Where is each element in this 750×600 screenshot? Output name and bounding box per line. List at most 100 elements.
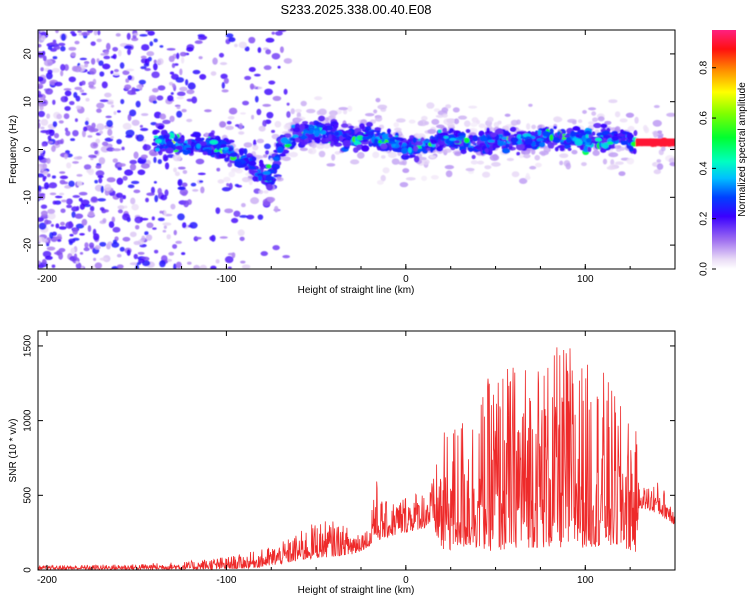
spectrogram-cell	[160, 129, 167, 136]
spectrogram-cell	[99, 71, 105, 77]
spectrogram-cell	[372, 151, 380, 159]
spectrogram-cell	[162, 154, 168, 162]
spectrogram-cell	[538, 125, 543, 129]
spectrogram-cell	[554, 146, 559, 152]
spectrogram-cell	[72, 129, 79, 137]
spectrogram-cell	[157, 85, 166, 91]
spectrogram-cell	[657, 130, 663, 134]
spectrogram-cell	[101, 141, 109, 147]
spectrogram-cell	[64, 153, 68, 160]
spectrogram-cell	[470, 160, 478, 165]
spectrogram-cell	[476, 160, 485, 165]
spectrogram-cell	[98, 177, 103, 184]
spectrogram-cell	[431, 118, 440, 125]
spectrogram-cell	[652, 119, 662, 127]
spectrogram-cell	[151, 71, 160, 79]
spectrogram-cell	[503, 131, 511, 137]
spectrogram-cell	[417, 156, 427, 161]
spectrogram-cell	[435, 114, 444, 118]
snr-y-tick-label: 1000	[23, 409, 34, 432]
spectrogram-cell	[122, 122, 132, 130]
spectrogram-cell	[356, 144, 362, 151]
spectrogram-cell	[402, 168, 410, 174]
spectrogram-cell	[141, 235, 146, 242]
spectrogram-cell	[236, 184, 243, 188]
spectrogram-cell	[490, 132, 497, 138]
spectrogram-cell	[252, 175, 258, 182]
spectrogram-ridge-end	[635, 138, 675, 147]
spectrogram-cell	[55, 30, 59, 34]
spectrogram-cell	[150, 186, 155, 194]
spectrogram-cell	[113, 72, 120, 76]
spectrogram-cell	[572, 126, 581, 131]
spectrogram-cell	[81, 31, 90, 36]
colorbar-tick-label: 0.0	[699, 262, 710, 276]
spectrogram-cell	[65, 130, 71, 137]
spectrogram-cell	[608, 99, 618, 104]
spectrogram-cell	[393, 136, 401, 141]
spectrogram-cell	[79, 89, 85, 93]
spectrogram-cell	[216, 167, 221, 172]
spectrogram-cell	[400, 154, 410, 160]
spectrogram-cell	[445, 170, 453, 178]
spectrogram-cell	[224, 208, 234, 214]
spectrogram-y-tick-label: -10	[23, 190, 34, 205]
spectrogram-cell	[168, 251, 175, 256]
spectrogram-cell	[98, 60, 104, 66]
spectrogram-cell	[100, 145, 110, 153]
spectrogram-cell	[40, 130, 49, 134]
spectrogram-cell	[531, 124, 537, 130]
spectrogram-cell	[95, 170, 105, 177]
spectrogram-cell	[40, 118, 49, 126]
spectrogram-cell	[160, 194, 168, 201]
spectrogram-cell	[510, 137, 519, 143]
spectrogram-cell	[68, 46, 77, 51]
spectrogram-cell	[60, 33, 66, 41]
spectrogram-cell	[510, 119, 519, 126]
spectrogram-cell	[225, 125, 234, 131]
spectrogram-cell	[40, 35, 46, 41]
spectrogram-cell	[653, 130, 659, 138]
spectrogram-cell	[84, 120, 89, 126]
spectrogram-cell	[230, 217, 239, 224]
spectrogram-cell	[278, 153, 287, 157]
spectrogram-cell	[47, 208, 56, 214]
spectrogram-cell	[587, 146, 592, 153]
spectrogram-cell	[239, 215, 249, 218]
spectrogram-cell	[380, 174, 386, 182]
spectrogram-cell	[39, 193, 46, 196]
spectrogram-cell	[116, 253, 122, 258]
spectrogram-cell	[283, 123, 291, 130]
spectrogram-cell	[215, 207, 221, 214]
spectrogram-cell	[42, 55, 47, 62]
spectrogram-cell	[43, 182, 50, 190]
spectrogram-cell	[129, 109, 137, 117]
spectrogram-cell	[224, 256, 234, 264]
spectrogram-cell	[44, 255, 53, 260]
spectrogram-cell	[430, 175, 439, 180]
spectrogram-cell	[314, 96, 323, 101]
spectrogram-cell	[387, 133, 393, 138]
spectrogram-cell	[344, 130, 352, 134]
spectrogram-cell	[129, 159, 137, 165]
spectrogram-cell	[129, 262, 139, 266]
spectrogram-cell	[179, 51, 187, 57]
spectrogram-cell	[138, 258, 145, 264]
spectrogram-cell	[536, 138, 544, 142]
spectrogram-cell	[666, 112, 675, 117]
spectrogram-cell	[291, 141, 297, 147]
spectrogram-cell	[47, 212, 56, 220]
spectrogram-cell	[511, 171, 520, 178]
spectrogram-cell	[182, 142, 187, 146]
spectrogram-cell	[542, 131, 551, 137]
spectrogram-cell	[266, 111, 274, 119]
spectrogram-cell	[175, 145, 183, 151]
spectrogram-cell	[559, 153, 569, 159]
spectrogram-cell	[108, 221, 115, 229]
spectrogram-cell	[463, 120, 471, 127]
spectrogram-cell	[73, 65, 82, 73]
spectrogram-cell	[234, 43, 238, 48]
spectrogram-cell	[190, 141, 196, 148]
colorbar: 0.0 0.2 0.4 0.6 0.8 Normalized spectral ampl…	[699, 30, 748, 276]
spectrogram-cell	[58, 120, 64, 124]
